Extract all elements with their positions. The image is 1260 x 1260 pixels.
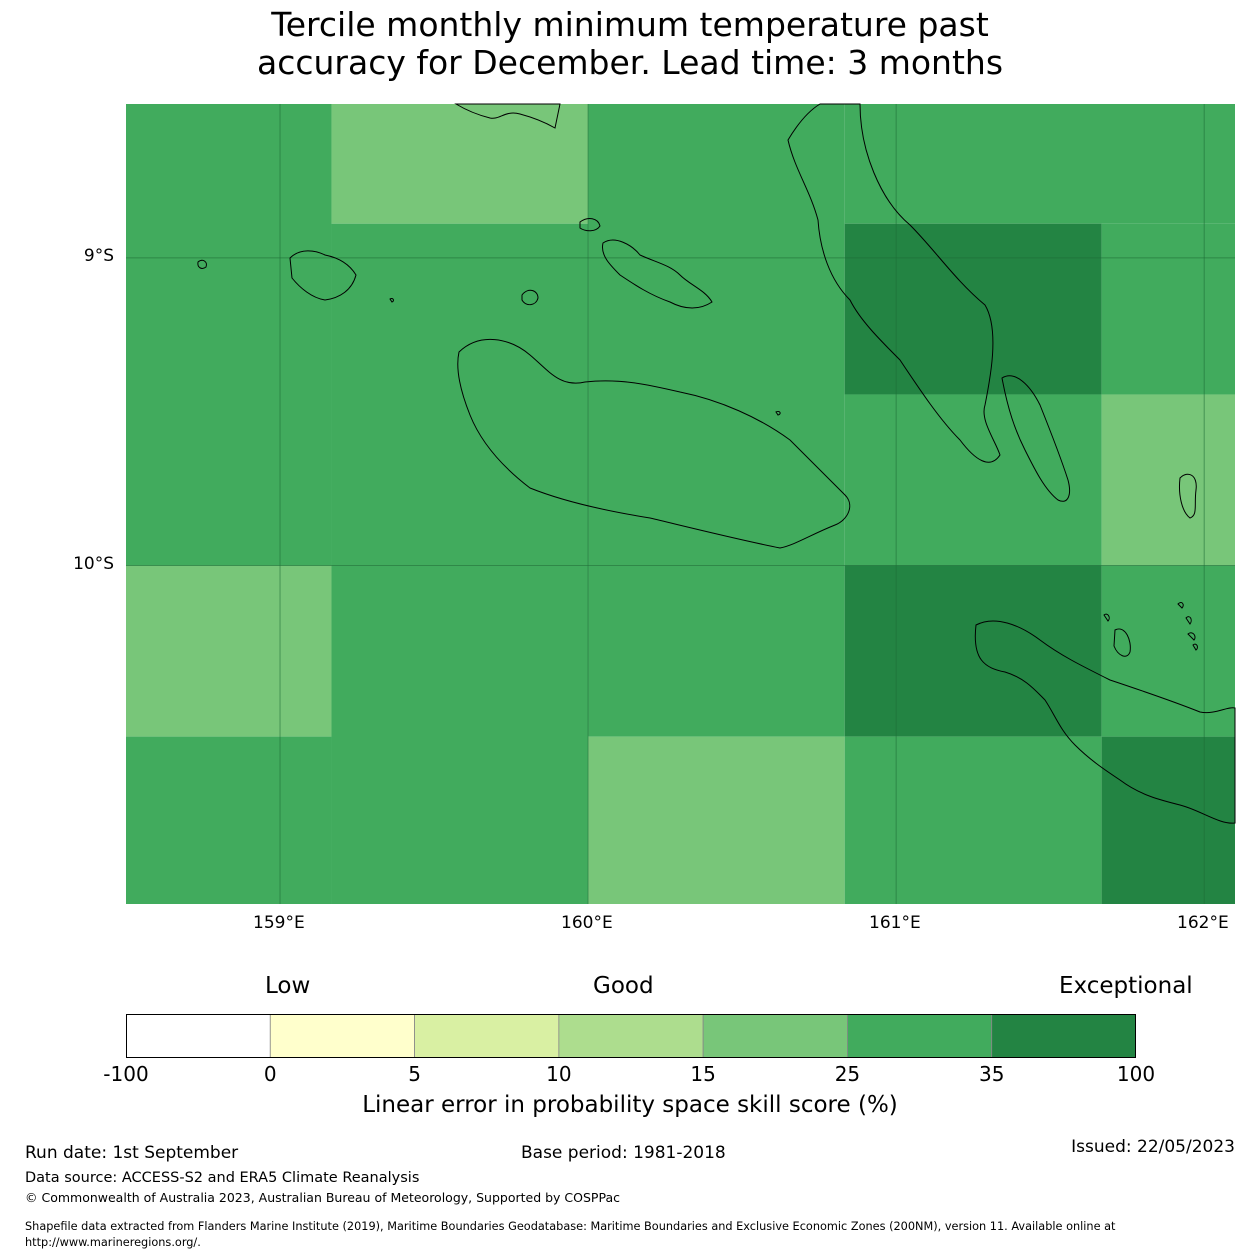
skill-cell [331,104,589,224]
skill-cell [844,565,1102,737]
title-line-1: Tercile monthly minimum temperature past [271,5,989,44]
colorbar-tick-label: -100 [103,1062,149,1086]
colorbar-segment [991,1014,1136,1058]
colorbar-tick-label: 0 [263,1062,277,1086]
skill-cell [588,565,845,737]
coastline [1103,613,1110,622]
skill-cell [126,565,332,737]
coastline [1192,643,1198,651]
colorbar-segment [847,1014,993,1058]
colorbar-segment [414,1014,560,1058]
colorbar-tick-label: 15 [690,1062,716,1086]
coastline [974,620,1236,824]
copyright: © Commonwealth of Australia 2023, Austra… [25,1190,620,1205]
skill-cell [126,104,332,566]
colorbar [126,1014,1136,1058]
issued-date: Issued: 22/05/2023 [1071,1137,1235,1157]
colorbar-tick-label: 25 [834,1062,861,1086]
colorbar-tick-label: 5 [408,1062,421,1086]
x-tick-label-162e: 162°E [1177,913,1229,933]
coastline [775,410,781,416]
data-source: Data source: ACCESS-S2 and ERA5 Climate … [25,1170,420,1186]
y-tick-label-9s: 9°S [83,246,114,266]
chart-title: Tercile monthly minimum temperature past… [0,6,1260,82]
coastline [601,239,713,309]
coastline [454,103,561,129]
coastline [1185,616,1192,625]
skill-cell [126,736,332,904]
skill-cell [844,104,1235,224]
coastline [289,250,357,301]
legend-exceptional-label: Exceptional [1059,973,1193,999]
colorbar-tick-label: 10 [546,1062,572,1086]
coastline [1187,632,1196,641]
shapefile-credit-line-2: http://www.marineregions.org/. [25,1236,201,1249]
x-tick-label-161e: 161°E [869,913,921,933]
coastline [787,103,1001,463]
coastline [521,289,539,306]
skill-cell [1101,565,1235,737]
skill-cell [588,736,845,904]
coastline [1113,628,1131,657]
x-tick-label-159e: 159°E [253,913,305,933]
colorbar-segment [558,1014,704,1058]
coastline [1001,375,1071,502]
y-tick-label-10s: 10°S [73,554,114,574]
skill-cell [1101,394,1235,566]
skill-cell [331,565,589,904]
skill-cell [844,394,1102,566]
base-period: Base period: 1981-2018 [521,1143,726,1163]
colorbar-segment [126,1014,271,1058]
coastline [579,218,601,232]
coastline [1177,602,1184,609]
colorbar-segment [702,1014,848,1058]
coastline [457,339,851,549]
legend-good-label: Good [593,973,654,999]
skill-cell [844,736,1102,904]
skill-cell [844,223,1102,395]
x-tick-label-160e: 160°E [561,913,613,933]
skill-cell [331,223,589,566]
colorbar-tick-label: 100 [1116,1062,1156,1086]
skill-cell [1101,223,1235,395]
colorbar-border [126,1014,1136,1058]
colorbar-title: Linear error in probability space skill … [362,1092,898,1118]
run-date: Run date: 1st September [25,1143,239,1163]
coastline [1179,473,1197,519]
legend-low-label: Low [265,973,311,999]
shapefile-credit-line-1: Shapefile data extracted from Flanders M… [25,1220,1116,1233]
skill-cell [1101,736,1235,904]
colorbar-tick-label: 35 [978,1062,1005,1086]
title-line-2: accuracy for December. Lead time: 3 mont… [256,43,1004,82]
skill-cell [588,104,845,566]
colorbar-segment [269,1014,415,1058]
coastline [197,259,207,269]
coastline [389,297,394,303]
